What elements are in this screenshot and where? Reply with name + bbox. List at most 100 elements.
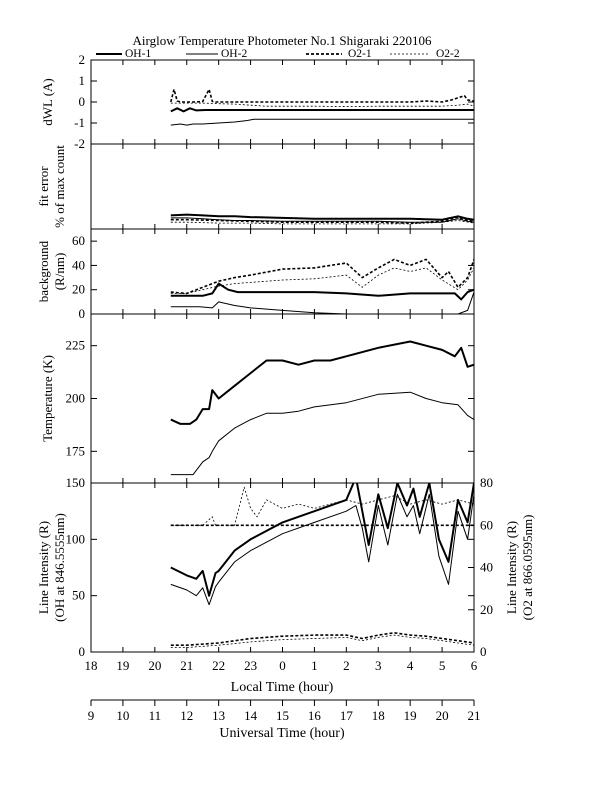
x-ut-tick-label: 16: [308, 708, 322, 723]
y-axis-label2-intensity: (OH at 846.5555nm): [52, 513, 67, 622]
y-tick-label: 20: [72, 282, 85, 297]
x-local-tick-label: 5: [439, 658, 446, 673]
x-ut-tick-label: 13: [212, 708, 225, 723]
panel-frame-background: [90, 228, 475, 315]
y-axis-label2-fit-error: % of max count: [52, 145, 67, 228]
series-line-fit-error-oh-1: [170, 213, 474, 221]
series-group-dwl: [170, 88, 474, 126]
x-ut-tick-label: 11: [149, 708, 162, 723]
x-local-tick-label: 4: [407, 658, 414, 673]
y-tick-label: 200: [66, 391, 86, 406]
y-tick-label: 0: [79, 94, 86, 109]
panel-fit-error: fit error% of max count: [36, 143, 475, 230]
right-y-axis-label: Line Intensity (R): [504, 521, 519, 614]
series-group-temperature: [170, 340, 474, 476]
panel-temperature: 175 200 225 Temperature (K): [40, 313, 475, 484]
series-line-dwl-o2-2: [170, 102, 474, 107]
right-y-tick-label: 60: [480, 517, 493, 532]
y-tick-label: 40: [72, 257, 85, 272]
y-axis-label-fit-error: fit error: [36, 166, 51, 207]
x-ut-tick-label: 18: [372, 708, 385, 723]
y-tick-label: 225: [66, 338, 86, 353]
x-local-tick-label: 0: [279, 658, 286, 673]
y-tick-label: 100: [66, 531, 86, 546]
series-line-intensity-o2-2: [170, 486, 474, 526]
panel-frame-temperature: [90, 313, 475, 484]
x-axis-local: 18 19 20 21 22 23 0 1 2 3 4 5 6 Local Time (hour): [85, 658, 478, 695]
legend-entry-o2-1: O2-1: [306, 48, 372, 60]
series-line-dwl-o2-1: [170, 88, 474, 103]
x-axis-universal: 9 10 11 12 13 14 15 16 17 18 19 20 21 Universal Time…: [88, 699, 481, 741]
series-line-fit-error-o2-1: [170, 216, 474, 224]
legend-label-oh1: OH-1: [125, 48, 151, 60]
right-y-tick-label: 20: [480, 602, 493, 617]
right-y-tick-label: 0: [480, 644, 487, 659]
legend-entry-oh2: OH-2: [186, 48, 247, 60]
x-ut-tick-label: 17: [340, 708, 354, 723]
x-ut-tick-label: 21: [468, 708, 481, 723]
y-tick-label: 1: [79, 73, 86, 88]
panel-background: 0 20 40 60 background (R/nm): [36, 228, 475, 321]
x-ut-tick-label: 19: [404, 708, 417, 723]
series-line-intensity-oh-1: [170, 483, 474, 597]
right-y-tick-label: 40: [480, 560, 493, 575]
panel-dwl: -2 -1 0 1 2 dWL (A): [40, 52, 475, 151]
x-local-tick-label: 21: [180, 658, 193, 673]
x-local-tick-label: 18: [85, 658, 98, 673]
x-ut-tick-label: 14: [244, 708, 258, 723]
legend-entry-o2-2: O2-2: [390, 48, 460, 60]
legend-label-o2-2: O2-2: [436, 48, 460, 60]
series-group-fit-error: [170, 213, 474, 225]
legend: OH-1 OH-2 O2-1 O2-2: [96, 48, 460, 60]
y-tick-label: 175: [66, 443, 86, 458]
y-tick-label: -2: [74, 136, 85, 151]
panel-frame-fit-error: [90, 143, 475, 230]
x-ut-tick-label: 10: [116, 708, 129, 723]
series-line-intensity-oh-1-low: [170, 631, 474, 647]
series-line-fit-error-oh-2: [170, 217, 474, 223]
x-local-tick-label: 20: [148, 658, 161, 673]
series-line-background-oh-1: [170, 282, 474, 301]
x-local-tick-group: 18 19 20 21 22 23 0 1 2 3 4 5 6: [85, 658, 478, 673]
x-local-tick-label: 2: [343, 658, 350, 673]
series-line-intensity-oh-2: [170, 493, 474, 606]
y-axis-label-background: background: [36, 240, 51, 302]
x-axis-universal-label: Universal Time (hour): [219, 726, 345, 741]
series-line-dwl-oh-2: [170, 118, 474, 126]
panel-intensity: 0 50 100 150 0 20 40 60 80 Line Intensity (R) (OH …: [36, 475, 535, 659]
legend-label-o2-1: O2-1: [348, 48, 372, 60]
y-axis-label-dwl: dWL (A): [40, 78, 55, 126]
y-tick-label: 60: [72, 233, 85, 248]
chart-panels: -2 -1 0 1 2 dWL (A) fit error% of max count 0 20…: [36, 52, 535, 659]
series-line-background-oh-2: [170, 291, 474, 314]
series-line-temperature-oh-2: [170, 391, 474, 476]
series-group-background: [170, 258, 474, 314]
legend-entry-oh1: OH-1: [96, 48, 151, 60]
series-line-background-o2-1: [170, 258, 474, 295]
x-local-tick-label: 1: [311, 658, 318, 673]
y-axis-label-temperature: Temperature (K): [40, 355, 55, 442]
series-line-background-o2-2: [170, 267, 474, 294]
x-axis-local-label: Local Time (hour): [231, 680, 334, 695]
y-tick-label: 2: [79, 52, 86, 67]
series-line-temperature-oh-1: [170, 340, 474, 425]
y-tick-label: 50: [72, 588, 85, 603]
x-ut-tick-label: 9: [88, 708, 95, 723]
x-ut-tick-label: 20: [436, 708, 449, 723]
right-y-axis-label2: (O2 at 866.0595nm): [520, 515, 535, 621]
series-line-dwl-oh-1: [170, 107, 474, 113]
legend-label-oh2: OH-2: [221, 48, 247, 60]
y-tick-label: 0: [79, 644, 86, 659]
x-local-tick-label: 19: [116, 658, 129, 673]
series-line-intensity-oh-2-low: [170, 634, 474, 648]
y-tick-label: 150: [66, 475, 86, 490]
x-local-tick-label: 23: [244, 658, 257, 673]
chart-title: Airglow Temperature Photometer No.1 Shig…: [133, 33, 433, 48]
x-local-tick-label: 22: [212, 658, 225, 673]
y-tick-label: 0: [79, 306, 86, 321]
x-ut-tick-label: 15: [276, 708, 289, 723]
right-y-tick-label: 80: [480, 475, 493, 490]
x-ut-tick-label: 12: [180, 708, 193, 723]
x-ut-tick-group: 9 10 11 12 13 14 15 16 17 18 19 20 21: [88, 700, 481, 723]
